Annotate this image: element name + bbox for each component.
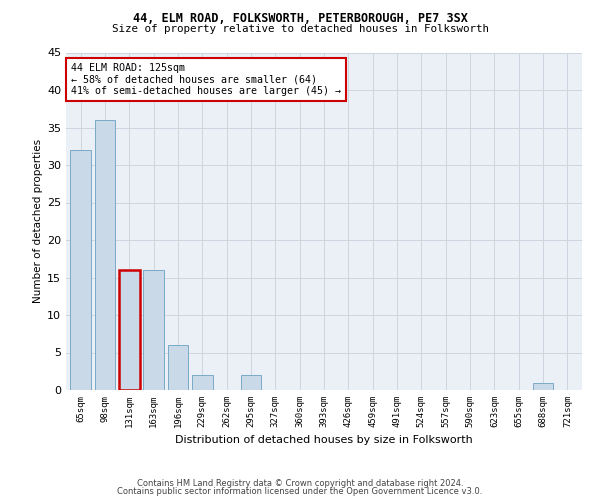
Text: 44 ELM ROAD: 125sqm
← 58% of detached houses are smaller (64)
41% of semi-detach: 44 ELM ROAD: 125sqm ← 58% of detached ho… xyxy=(71,62,341,96)
X-axis label: Distribution of detached houses by size in Folksworth: Distribution of detached houses by size … xyxy=(175,436,473,446)
Bar xyxy=(167,345,188,390)
Y-axis label: Number of detached properties: Number of detached properties xyxy=(33,139,43,304)
Bar xyxy=(241,375,262,390)
Bar xyxy=(70,150,91,390)
Text: 44, ELM ROAD, FOLKSWORTH, PETERBOROUGH, PE7 3SX: 44, ELM ROAD, FOLKSWORTH, PETERBOROUGH, … xyxy=(133,12,467,26)
Bar xyxy=(95,120,115,390)
Bar xyxy=(143,270,164,390)
Text: Contains public sector information licensed under the Open Government Licence v3: Contains public sector information licen… xyxy=(118,487,482,496)
Bar xyxy=(192,375,212,390)
Text: Size of property relative to detached houses in Folksworth: Size of property relative to detached ho… xyxy=(112,24,488,34)
Bar xyxy=(533,382,553,390)
Bar xyxy=(119,270,140,390)
Text: Contains HM Land Registry data © Crown copyright and database right 2024.: Contains HM Land Registry data © Crown c… xyxy=(137,478,463,488)
